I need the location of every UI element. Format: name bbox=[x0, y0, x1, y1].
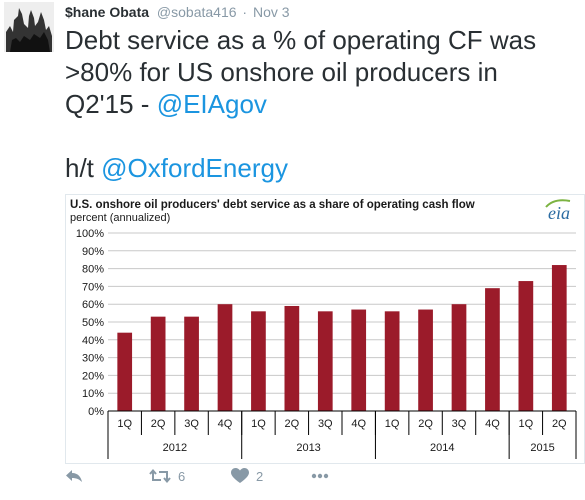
bar bbox=[284, 305, 300, 411]
like-button[interactable]: 2 bbox=[231, 466, 263, 486]
y-tick-label: 90% bbox=[82, 246, 104, 258]
tweet-text-line-1: Debt service as a % of operating CF was bbox=[65, 25, 537, 55]
y-tick-label: 60% bbox=[82, 299, 104, 311]
mention-link-oxfordenergy[interactable]: @OxfordEnergy bbox=[101, 153, 288, 183]
tweet-text-line-2: >80% for US onshore oil producers in bbox=[65, 57, 498, 87]
retweet-icon bbox=[149, 468, 171, 484]
avatar[interactable] bbox=[4, 2, 54, 52]
x-tick-label: 1Q bbox=[385, 418, 400, 430]
hat-tip-prefix: h/t bbox=[65, 153, 102, 183]
tweet-text-line-3-prefix: Q2'15 - bbox=[65, 89, 157, 119]
more-button[interactable] bbox=[311, 466, 329, 486]
chart-ylabel: percent (annualized) bbox=[70, 212, 171, 224]
x-tick-label: 2Q bbox=[151, 418, 166, 430]
attached-chart-image[interactable]: U.S. onshore oil producers' debt service… bbox=[65, 194, 585, 464]
tweet-header: $hane Obata @sobata416 · Nov 3 bbox=[65, 4, 290, 20]
tweet-text: Debt service as a % of operating CF was … bbox=[65, 24, 580, 184]
x-tick-label: 1Q bbox=[117, 418, 132, 430]
reply-icon bbox=[66, 470, 82, 482]
x-tick-label: 3Q bbox=[318, 418, 333, 430]
separator-dot: · bbox=[242, 4, 248, 20]
bar bbox=[184, 316, 199, 411]
more-icon bbox=[311, 473, 329, 479]
reply-button[interactable] bbox=[65, 466, 83, 486]
tweet-actions: 6 2 bbox=[65, 466, 465, 486]
eia-logo-swoosh-icon bbox=[545, 199, 571, 208]
year-label: 2014 bbox=[430, 442, 454, 454]
bar bbox=[317, 311, 333, 411]
display-name[interactable]: $hane Obata bbox=[65, 4, 150, 20]
bar bbox=[217, 304, 233, 411]
bar bbox=[351, 309, 367, 411]
x-tick-label: 3Q bbox=[452, 418, 467, 430]
x-tick-label: 2Q bbox=[285, 418, 300, 430]
eia-logo: eia bbox=[548, 203, 570, 223]
heart-icon bbox=[231, 468, 249, 483]
x-tick-label: 2Q bbox=[552, 418, 567, 430]
hat-tip-line: h/t @OxfordEnergy bbox=[65, 152, 580, 184]
y-tick-label: 50% bbox=[82, 317, 104, 329]
retweet-count: 6 bbox=[178, 468, 186, 484]
retweet-button[interactable]: 6 bbox=[149, 466, 185, 486]
avatar-image bbox=[4, 2, 54, 52]
bar bbox=[384, 311, 400, 411]
year-label: 2013 bbox=[296, 442, 320, 454]
bar bbox=[518, 281, 534, 411]
y-tick-label: 30% bbox=[82, 353, 104, 365]
x-tick-label: 2Q bbox=[418, 418, 433, 430]
year-label: 2012 bbox=[163, 442, 187, 454]
tweet-text-line-3: Q2'15 - @EIAgov bbox=[65, 88, 580, 120]
bar bbox=[485, 288, 500, 411]
y-tick-label: 80% bbox=[82, 264, 104, 276]
year-label: 2015 bbox=[530, 442, 554, 454]
x-tick-label: 1Q bbox=[251, 418, 266, 430]
like-count: 2 bbox=[256, 468, 264, 484]
bar bbox=[117, 332, 133, 411]
bar bbox=[551, 265, 567, 411]
y-tick-label: 70% bbox=[82, 281, 104, 293]
y-tick-label: 0% bbox=[88, 406, 104, 418]
x-tick-label: 1Q bbox=[519, 418, 534, 430]
bar-chart: 0% 10% 20% 30% 40% 50% 60% 70% 80% 90% 100% 1Q 2Q 3Q 4… bbox=[76, 228, 577, 459]
bar bbox=[451, 304, 467, 411]
chart-title: U.S. onshore oil producers' debt service… bbox=[70, 199, 475, 211]
y-tick-label: 20% bbox=[82, 370, 104, 382]
x-tick-label: 4Q bbox=[351, 418, 366, 430]
y-tick-label: 100% bbox=[76, 228, 104, 240]
y-tick-label: 40% bbox=[82, 335, 104, 347]
bar bbox=[418, 309, 433, 411]
x-tick-label: 3Q bbox=[184, 418, 199, 430]
x-tick-label: 4Q bbox=[218, 418, 233, 430]
mention-link-eiagov[interactable]: @EIAgov bbox=[156, 89, 267, 119]
x-tick-label: 4Q bbox=[485, 418, 500, 430]
y-tick-label: 10% bbox=[82, 388, 104, 400]
username-handle[interactable]: @sobata416 bbox=[156, 4, 237, 20]
bar bbox=[150, 316, 166, 411]
timestamp-link[interactable]: Nov 3 bbox=[252, 4, 290, 20]
bar bbox=[251, 311, 266, 411]
